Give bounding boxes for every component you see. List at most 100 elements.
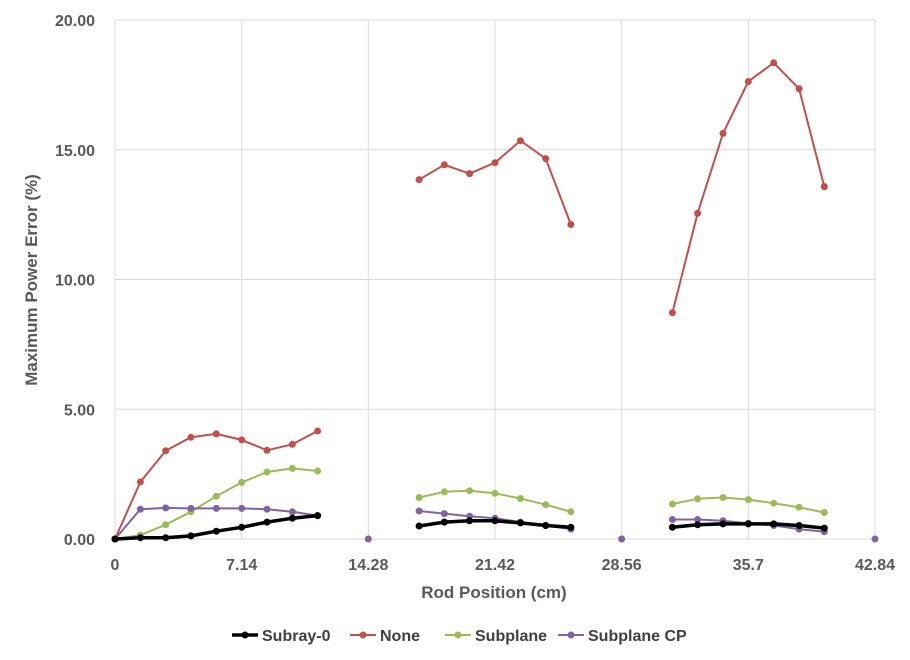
legend-label: None [380,628,420,645]
data-point-subplane [440,488,448,496]
data-point-subray-0 [136,534,144,542]
data-point-subplane [744,496,752,504]
data-point-subplane [263,468,271,476]
legend-marker [567,631,575,639]
data-point-subplane [694,495,702,503]
data-point-subray-0 [694,521,702,529]
data-point-subplane-cp [871,535,879,543]
legend-label: Subplane CP [588,628,687,645]
data-point-subray-0 [719,520,727,528]
y-tick-label: 10.00 [55,273,95,290]
y-axis-title: Maximum Power Error (%) [22,174,41,386]
series-line-none [114,430,319,540]
data-point-none [314,427,322,435]
x-tick-label: 35.7 [733,557,764,574]
series-subray-0 [111,512,828,543]
x-tick-label: 7.14 [226,557,257,574]
legend-item-none: None [350,628,420,645]
data-point-subplane-cp [263,505,271,513]
x-tick-label: 21.42 [475,557,515,574]
data-point-subray-0 [567,523,575,531]
legend-label: Subray-0 [262,628,331,645]
data-point-none [770,59,778,67]
y-tick-label: 15.00 [55,143,95,160]
data-point-subplane [542,501,550,509]
data-point-subplane [795,503,803,511]
data-point-subplane-cp [212,504,220,512]
data-point-none [466,170,474,178]
data-point-none [187,433,195,441]
data-point-none [719,129,727,137]
data-point-subplane-cp [162,504,170,512]
data-point-subray-0 [187,532,195,540]
data-point-none [820,183,828,191]
legend: Subray-0 None Subplane Subplane CP [232,628,687,645]
tick-labels: 0.00 5.00 10.00 15.00 20.00 0 7.14 14.28 21.42 28… [55,13,895,574]
data-point-subplane [288,464,296,472]
legend-label: Subplane [475,628,547,645]
data-point-subplane [212,492,220,500]
data-point-subplane [162,521,170,529]
data-point-none [567,221,575,228]
data-point-subplane-cp [136,505,144,513]
legend-item-subplane: Subplane [445,628,547,645]
data-point-none [744,78,752,85]
legend-item-subplane-cp: Subplane CP [558,628,687,645]
x-tick-label: 28.56 [602,557,642,574]
legend-marker [241,631,249,639]
data-point-subray-0 [288,514,296,522]
x-tick-label: 42.84 [855,557,895,574]
data-point-subray-0 [668,523,676,531]
x-tick-label: 0 [111,557,120,574]
data-point-none [238,436,246,444]
y-tick-label: 5.00 [64,402,95,419]
data-point-none [162,447,170,455]
data-point-subplane-cp [440,510,448,518]
data-point-none [491,159,499,167]
data-point-subray-0 [111,535,119,543]
x-axis-title: Rod Position (cm) [421,583,566,602]
series-layer [111,59,879,543]
data-point-subplane-cp [288,508,296,516]
data-point-subray-0 [491,517,499,525]
data-point-subray-0 [770,520,778,528]
data-point-subray-0 [415,522,423,530]
data-point-subplane [415,494,423,501]
data-point-subray-0 [466,517,474,525]
data-point-subplane [567,508,575,516]
data-point-none [440,161,448,169]
data-point-none [542,155,550,163]
legend-item-subray-0: Subray-0 [232,628,331,645]
data-point-subray-0 [795,522,803,529]
data-point-subray-0 [212,527,220,535]
data-point-none [668,309,676,317]
data-point-none [263,446,271,454]
data-point-subplane-cp [668,516,676,523]
data-point-subplane [466,487,474,495]
data-point-subplane-cp [364,535,372,543]
data-point-none [415,176,423,184]
data-point-subray-0 [820,524,828,532]
gridlines [114,19,876,540]
data-point-none [694,209,702,217]
data-point-none [516,137,524,145]
data-point-subray-0 [542,522,550,529]
legend-marker [454,631,462,639]
data-point-none [288,440,296,448]
y-tick-label: 20.00 [55,13,95,30]
data-point-subray-0 [744,520,752,528]
data-point-subray-0 [516,519,524,527]
data-point-subplane [668,500,676,508]
data-point-none [136,478,144,486]
data-point-subplane [238,478,246,486]
data-point-subplane-cp [238,504,246,512]
data-point-subplane [820,509,828,516]
data-point-subplane [491,489,499,497]
y-tick-label: 0.00 [64,532,95,549]
data-point-none [795,85,803,93]
data-point-subplane-cp [415,507,423,515]
x-tick-label: 14.28 [348,557,388,574]
data-point-subplane [516,495,524,502]
data-point-subplane-cp [187,504,195,512]
